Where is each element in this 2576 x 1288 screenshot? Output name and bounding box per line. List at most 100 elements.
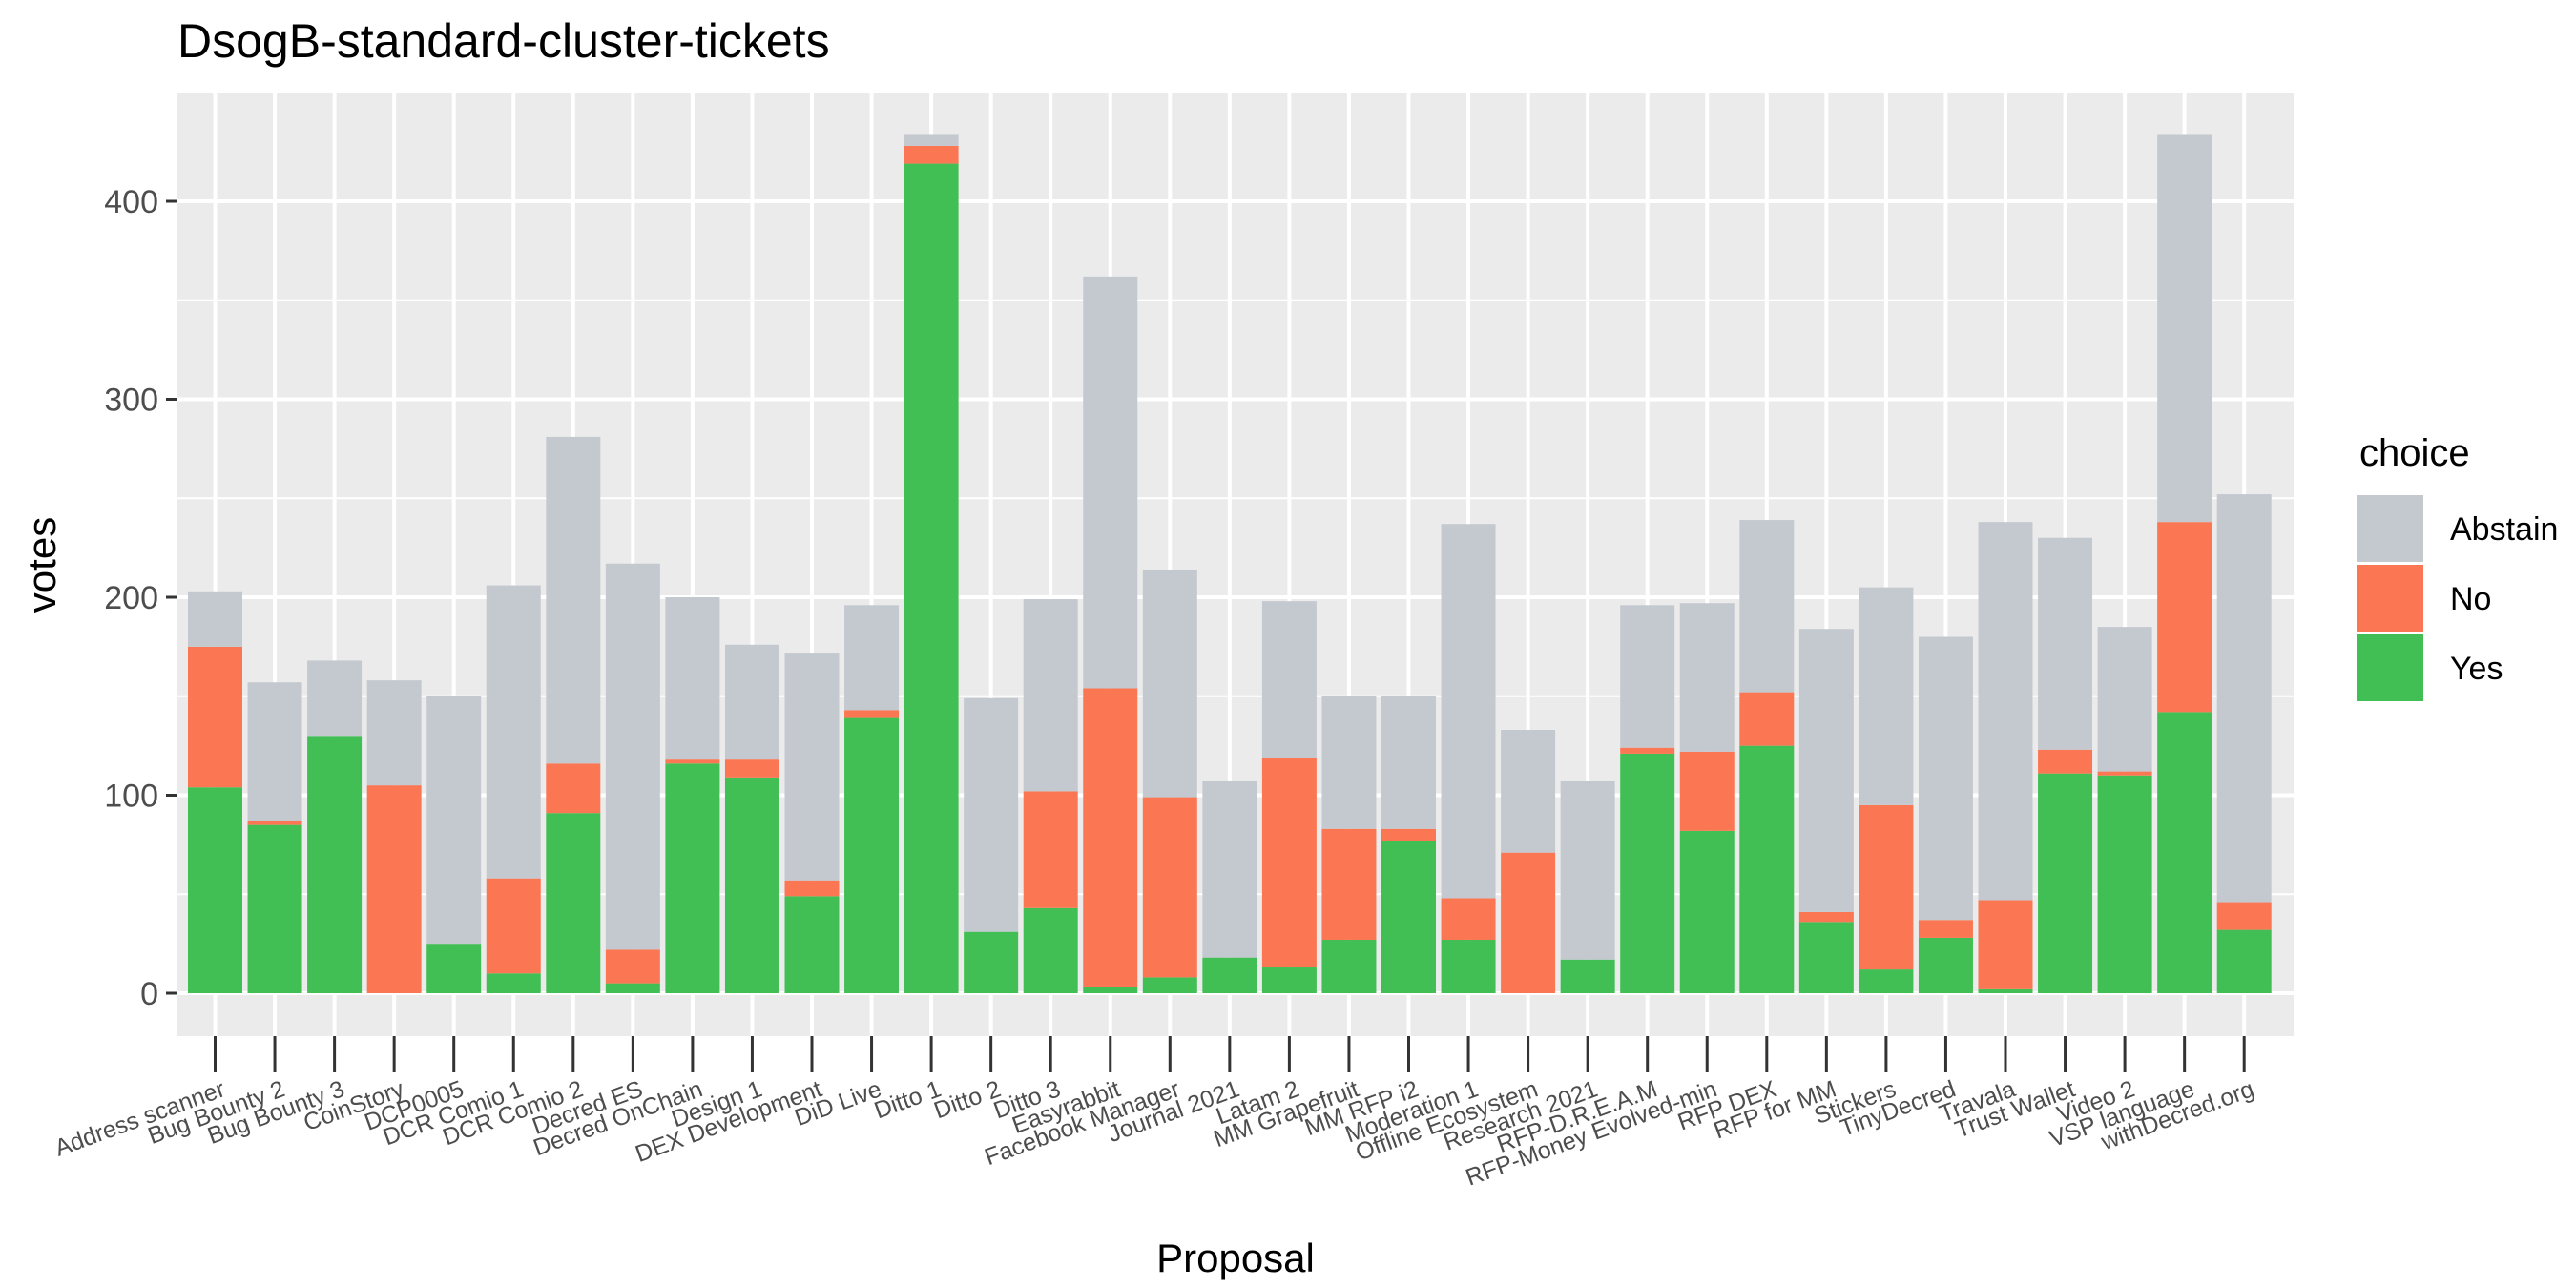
bar-yes [1202,957,1257,993]
bar-no [1620,747,1675,754]
bar-yes [1918,937,1973,993]
bar-yes [2038,773,2093,993]
bar-no [546,763,601,814]
bar-abstain [964,697,1019,932]
bar-abstain [1978,522,2033,901]
bar-no [1739,692,1795,746]
bar-yes [1083,987,1138,993]
bar-no [1142,797,1197,978]
bar-abstain [1739,520,1795,693]
bar-abstain [2097,627,2152,772]
bar-yes [1978,988,2033,993]
bar-abstain [1620,605,1675,748]
bar-yes [964,931,1019,993]
bar-no [1859,804,1914,970]
bar-no [2157,522,2212,713]
bar-abstain [1798,629,1854,912]
bar-yes [784,896,840,993]
bar-abstain [2038,537,2093,750]
legend: choice Abstain No Yes [2357,432,2558,701]
legend-key-no [2357,565,2423,632]
bar-abstain [784,653,840,881]
bar-yes [426,944,482,993]
bar-abstain [307,660,363,737]
bar-yes [1739,745,1795,993]
legend-title: choice [2359,432,2470,474]
bar-abstain [1023,599,1078,792]
bar-no [247,821,302,825]
bar-yes [486,973,541,993]
y-tick-label: 100 [104,779,158,815]
bar-no [1679,751,1735,831]
bar-no [366,785,422,993]
bar-no [784,880,840,897]
legend-label-no: No [2450,581,2491,617]
bar-abstain [1202,780,1257,958]
legend-key-abstain [2357,495,2423,562]
y-tick-label: 300 [104,383,158,419]
legend-label-yes: Yes [2450,651,2503,687]
y-tick-label: 400 [104,184,158,220]
bar-no [724,759,779,778]
bar-yes [904,163,959,993]
y-tick-label: 200 [104,580,158,616]
bar-yes [1142,977,1197,993]
bar-no [1023,791,1078,908]
bar-no [1083,688,1138,987]
y-tick-label: 0 [140,976,158,1012]
bar-no [1501,852,1556,993]
bar-no [1798,911,1854,923]
bar-no [1441,898,1496,940]
bar-no [605,949,660,984]
legend-key-yes [2357,634,2423,701]
bar-yes [724,777,779,993]
y-axis: 0 100 200 300 400 [104,184,177,1012]
bar-abstain [1441,524,1496,899]
bar-yes [1679,830,1735,993]
bar-yes [605,983,660,993]
bar-abstain [247,682,302,821]
bar-no [844,710,900,718]
bar-no [904,145,959,164]
bar-abstain [1261,601,1317,758]
bar-yes [1023,907,1078,993]
bar-no [486,878,541,974]
bar-yes [665,763,720,993]
bar-yes [1321,939,1377,993]
bar-no [188,646,242,788]
bar-yes [844,717,900,993]
bar-abstain [188,591,242,647]
bar-no [2097,771,2152,776]
x-axis-title: Proposal [1156,1236,1315,1280]
bar-no [1978,900,2033,989]
bar-abstain [844,605,900,711]
bar-yes [1798,922,1854,993]
bars [188,134,2272,993]
bar-abstain [1859,587,1914,805]
bar-yes [307,736,363,993]
bar-abstain [665,597,720,760]
bar-no [1918,920,1973,938]
bar-no [2038,749,2093,774]
bar-abstain [426,696,482,945]
bar-yes [546,813,601,993]
bar-abstain [1918,636,1973,921]
bar-yes [188,787,242,993]
bar-abstain [2216,494,2272,903]
bar-yes [1381,841,1436,993]
bar-no [1321,828,1377,940]
bar-yes [1441,939,1496,993]
bar-abstain [1142,569,1197,798]
bar-yes [1560,959,1615,993]
chart-title: DsogB-standard-cluster-tickets [177,14,830,68]
bar-abstain [1321,696,1377,829]
bar-yes [247,824,302,993]
bar-abstain [724,644,779,760]
bar-abstain [1679,603,1735,752]
bar-yes [1261,967,1317,993]
bar-yes [2157,712,2212,993]
bar-abstain [1381,696,1436,829]
bar-abstain [1560,780,1615,960]
